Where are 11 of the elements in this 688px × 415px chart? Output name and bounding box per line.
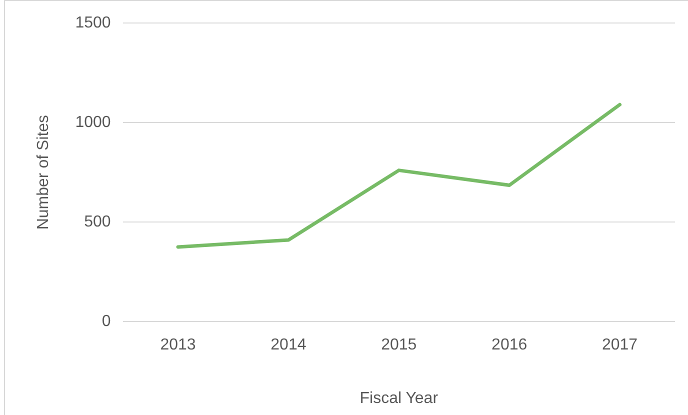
y-tick-label: 500 (84, 213, 111, 230)
x-axis-title: Fiscal Year (360, 390, 439, 407)
x-tick-label: 2015 (381, 336, 417, 354)
y-tick-label: 1000 (75, 114, 111, 131)
y-tick-label: 0 (102, 313, 111, 330)
y-axis-title: Number of Sites (35, 114, 52, 230)
x-tick-label: 2016 (492, 336, 528, 354)
x-tick-label: 2017 (602, 336, 638, 354)
x-tick-label: 2013 (160, 336, 196, 354)
y-tick-label: 1500 (75, 14, 111, 32)
x-tick-label: 2014 (270, 336, 306, 354)
